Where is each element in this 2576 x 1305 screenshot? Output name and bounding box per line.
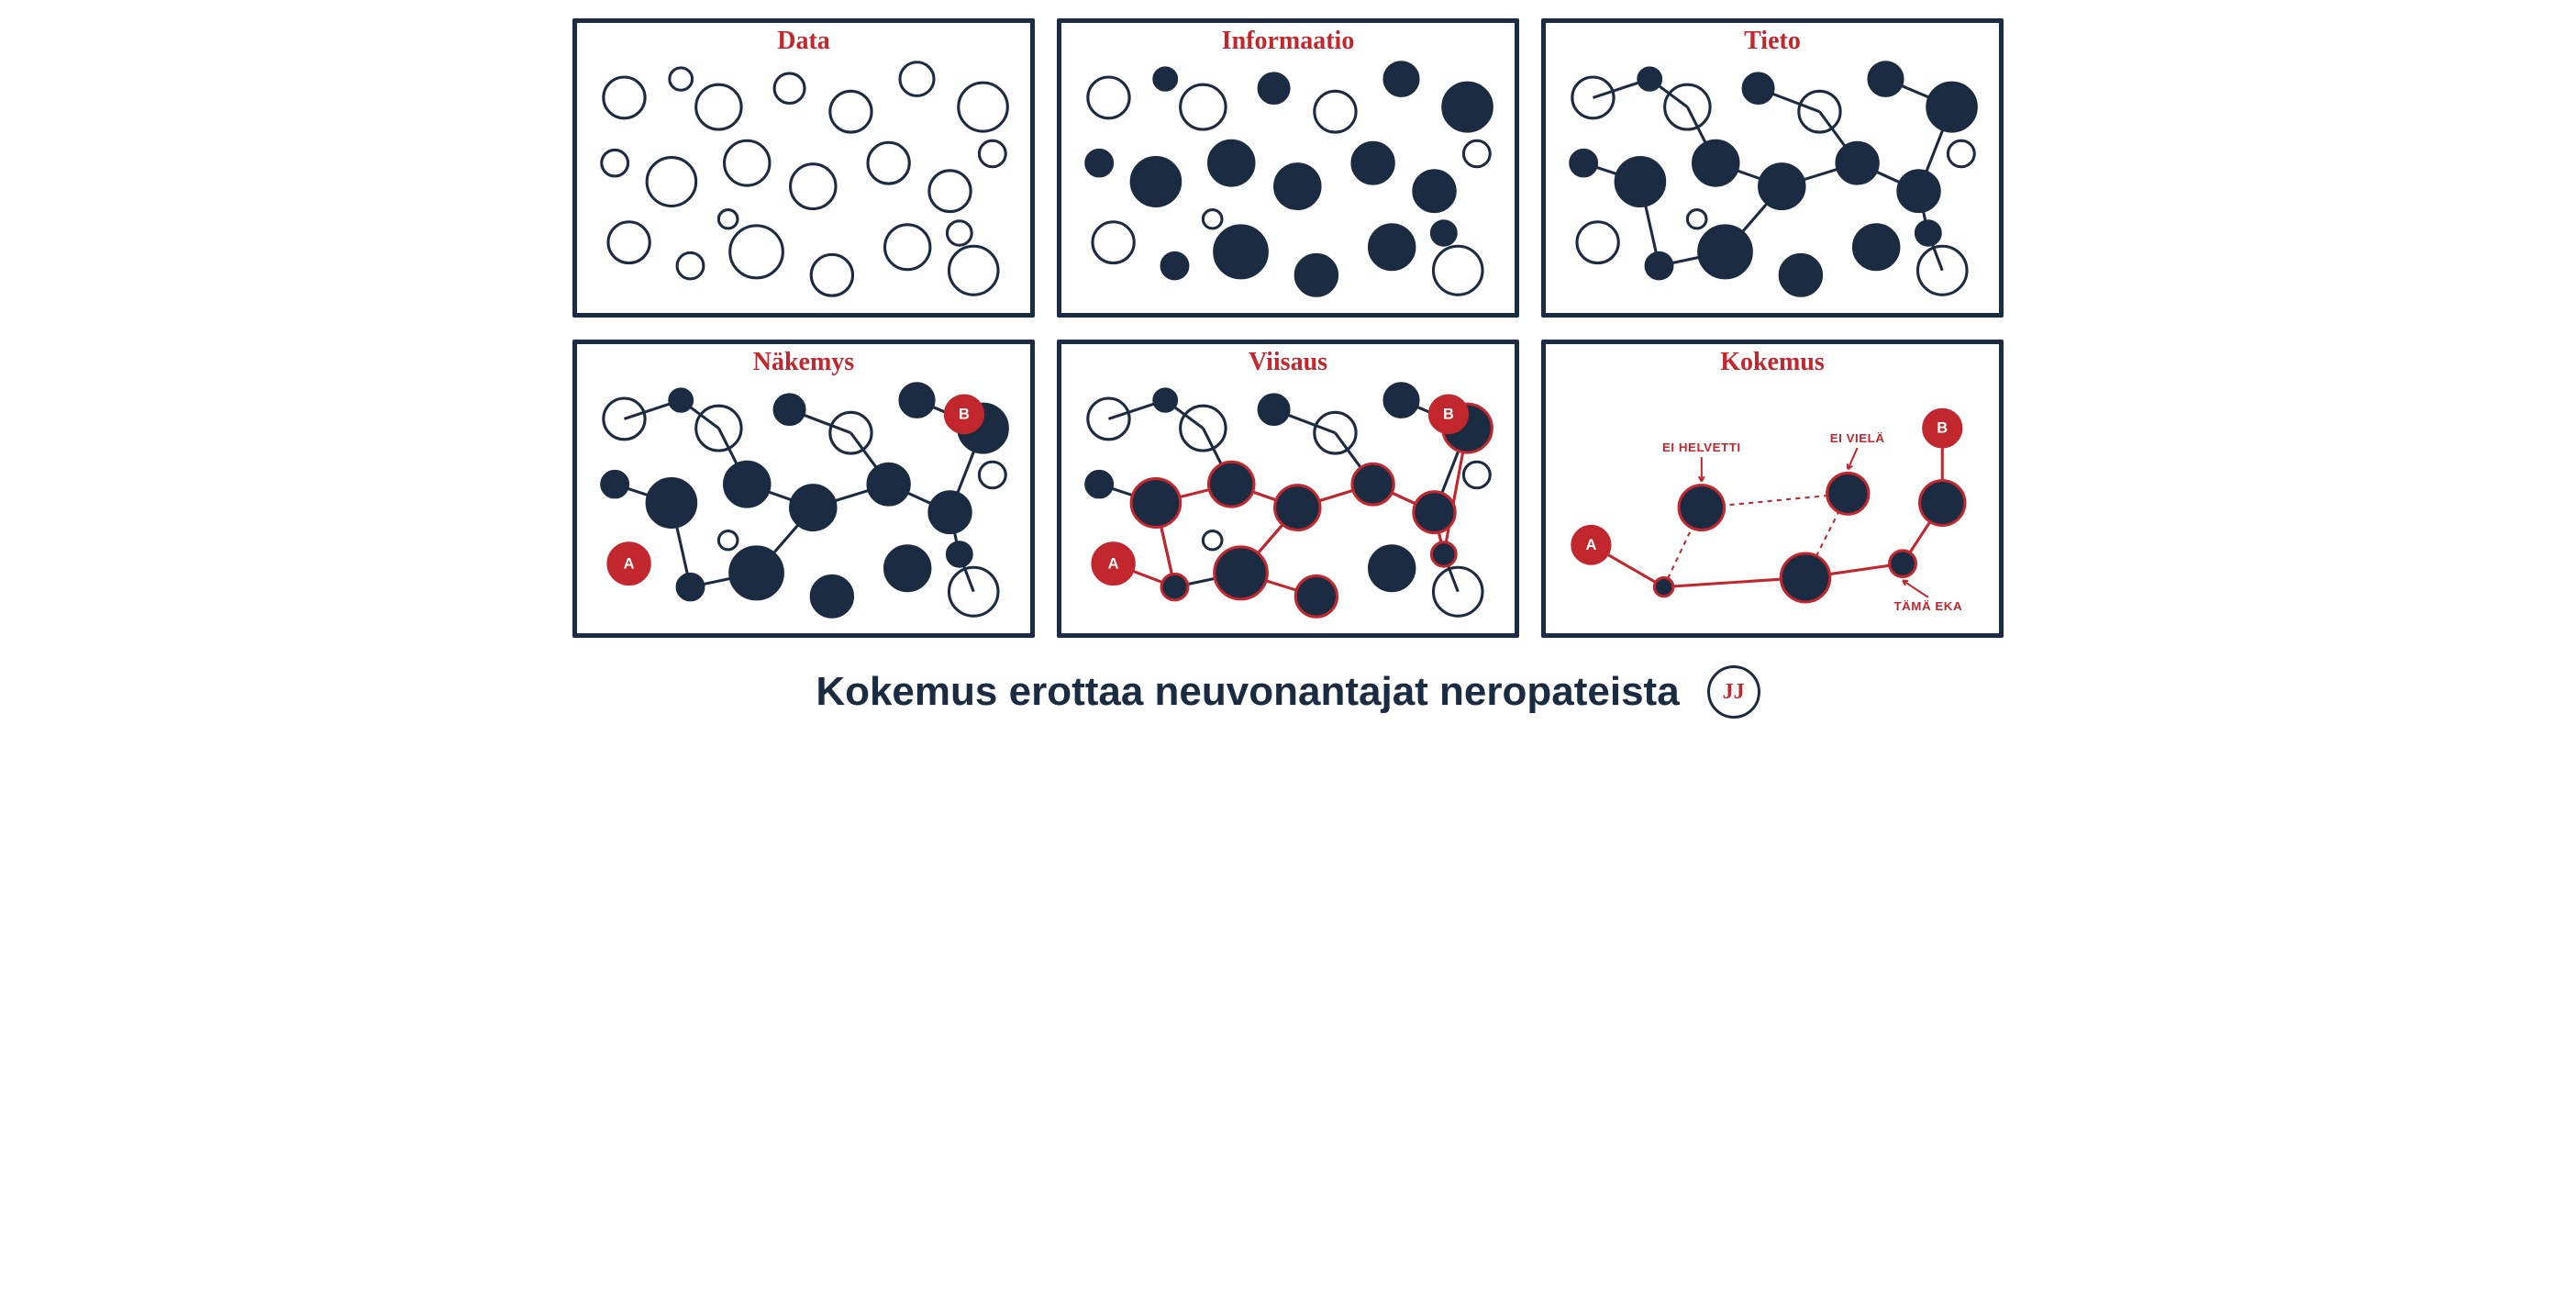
diagram-viisaus: AB — [1061, 344, 1515, 634]
panel-nakemys: Näkemys AB — [572, 340, 1035, 639]
svg-text:B: B — [959, 406, 970, 422]
panel-title: Data — [577, 27, 1030, 56]
svg-text:EI HELVETTI: EI HELVETTI — [1662, 441, 1741, 454]
panel-title: Informaatio — [1061, 27, 1515, 56]
svg-text:A: A — [1585, 536, 1596, 552]
diagram-data — [577, 23, 1030, 313]
svg-text:A: A — [624, 555, 635, 572]
caption-row: Kokemus erottaa neuvonantajat neropateis… — [572, 665, 2004, 719]
svg-text:B: B — [1443, 406, 1454, 422]
panel-grid: Data Informaatio Tieto Näkemys AB Viisau… — [572, 18, 2004, 638]
logo-badge: JJ — [1707, 665, 1760, 719]
panel-title: Viisaus — [1061, 348, 1515, 377]
panel-title: Tieto — [1546, 27, 1999, 56]
svg-text:EI VIELÄ: EI VIELÄ — [1830, 430, 1885, 444]
diagram-tieto — [1546, 23, 1999, 313]
panel-kokemus: Kokemus A B EI HELVETTI EI VIELÄ TÄMÄ EKA — [1541, 340, 2004, 639]
logo-text: JJ — [1723, 680, 1745, 705]
panel-title: Näkemys — [577, 348, 1030, 377]
main-caption: Kokemus erottaa neuvonantajat neropateis… — [816, 669, 1679, 715]
diagram-informaatio — [1061, 23, 1515, 313]
diagram-nakemys: AB — [577, 344, 1030, 634]
panel-data: Data — [572, 18, 1035, 318]
svg-text:A: A — [1108, 555, 1119, 572]
panel-title: Kokemus — [1546, 348, 1999, 377]
svg-text:B: B — [1937, 419, 1948, 436]
panel-viisaus: Viisaus AB — [1057, 340, 1519, 639]
panel-informaatio: Informaatio — [1057, 18, 1519, 318]
svg-text:TÄMÄ EKA: TÄMÄ EKA — [1893, 599, 1962, 613]
panel-tieto: Tieto — [1541, 18, 2004, 318]
diagram-kokemus: A B EI HELVETTI EI VIELÄ TÄMÄ EKA — [1546, 344, 1999, 634]
